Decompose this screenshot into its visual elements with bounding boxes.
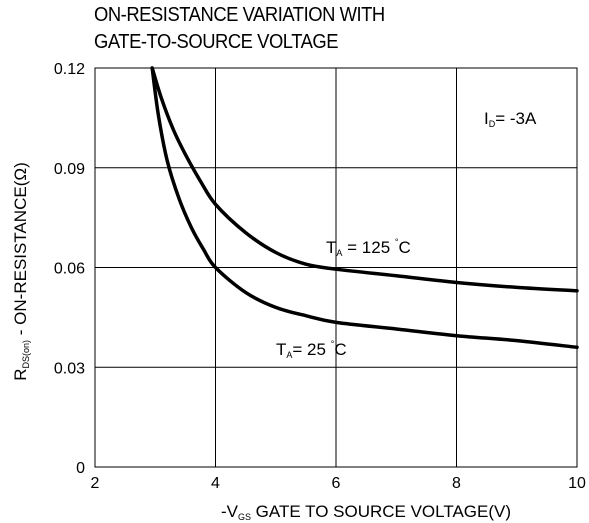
anno-id-text: = -3A (495, 109, 537, 128)
grid (95, 68, 577, 467)
chart-title-line-1: ON-RESISTANCE VARIATION WITH (94, 4, 385, 26)
chart-title-line-2: GATE-TO-SOURCE VOLTAGE (94, 31, 339, 53)
series-lines (150, 66, 579, 350)
label-125c-unit: C (398, 238, 410, 257)
series-line-25c (150, 66, 579, 350)
x-axis-label: -VGS GATE TO SOURCE VOLTAGE(V) (221, 502, 511, 522)
label-125c-degree: ° (395, 237, 399, 247)
x-axis-label-sub: GS (238, 512, 251, 522)
y-tick-label: 0 (76, 460, 85, 477)
x-axis-label-text: GATE TO SOURCE VOLTAGE(V) (251, 502, 511, 521)
x-tick-label: 10 (568, 475, 586, 492)
series-line-125c (150, 66, 579, 293)
anno-id-prefix: I (484, 109, 489, 128)
label-25c-prefix: T (276, 340, 286, 359)
x-tick-labels: 2 4 6 8 10 (91, 475, 586, 492)
label-25c-mid: = 25 (292, 340, 330, 359)
label-125c-sub: A (336, 248, 342, 258)
plot-frame (94, 67, 578, 468)
x-axis-label-prefix: -V (221, 502, 239, 521)
label-125c-mid: = 125 (342, 238, 394, 257)
y-tick-label: 0.03 (54, 360, 85, 377)
anno-id-sub: D (489, 119, 496, 129)
y-axis-label-sub: DS(on) (21, 340, 31, 369)
series-label-125c: TA = 125 °C (326, 237, 411, 258)
y-axis-label: RDS(on) - ON-RESISTANCE(Ω) (11, 162, 31, 380)
label-25c-sub: A (286, 350, 292, 360)
y-axis-label-text: - ON-RESISTANCE(Ω) (11, 162, 30, 340)
drain-current-annotation: ID= -3A (484, 109, 537, 129)
x-tick-label: 6 (332, 475, 341, 492)
series-label-25c: TA= 25 °C (276, 339, 347, 360)
y-tick-labels: 0 0.03 0.06 0.09 0.12 (54, 61, 85, 477)
label-25c-unit: C (334, 340, 346, 359)
label-125c-prefix: T (326, 238, 336, 257)
y-tick-label: 0.06 (54, 261, 85, 278)
y-axis-label-prefix: R (11, 368, 30, 380)
x-tick-label: 4 (211, 475, 220, 492)
y-tick-label: 0.12 (54, 61, 85, 78)
y-tick-label: 0.09 (54, 161, 85, 178)
x-tick-label: 2 (91, 475, 100, 492)
x-tick-label: 8 (452, 475, 461, 492)
label-25c-degree: ° (331, 339, 335, 349)
